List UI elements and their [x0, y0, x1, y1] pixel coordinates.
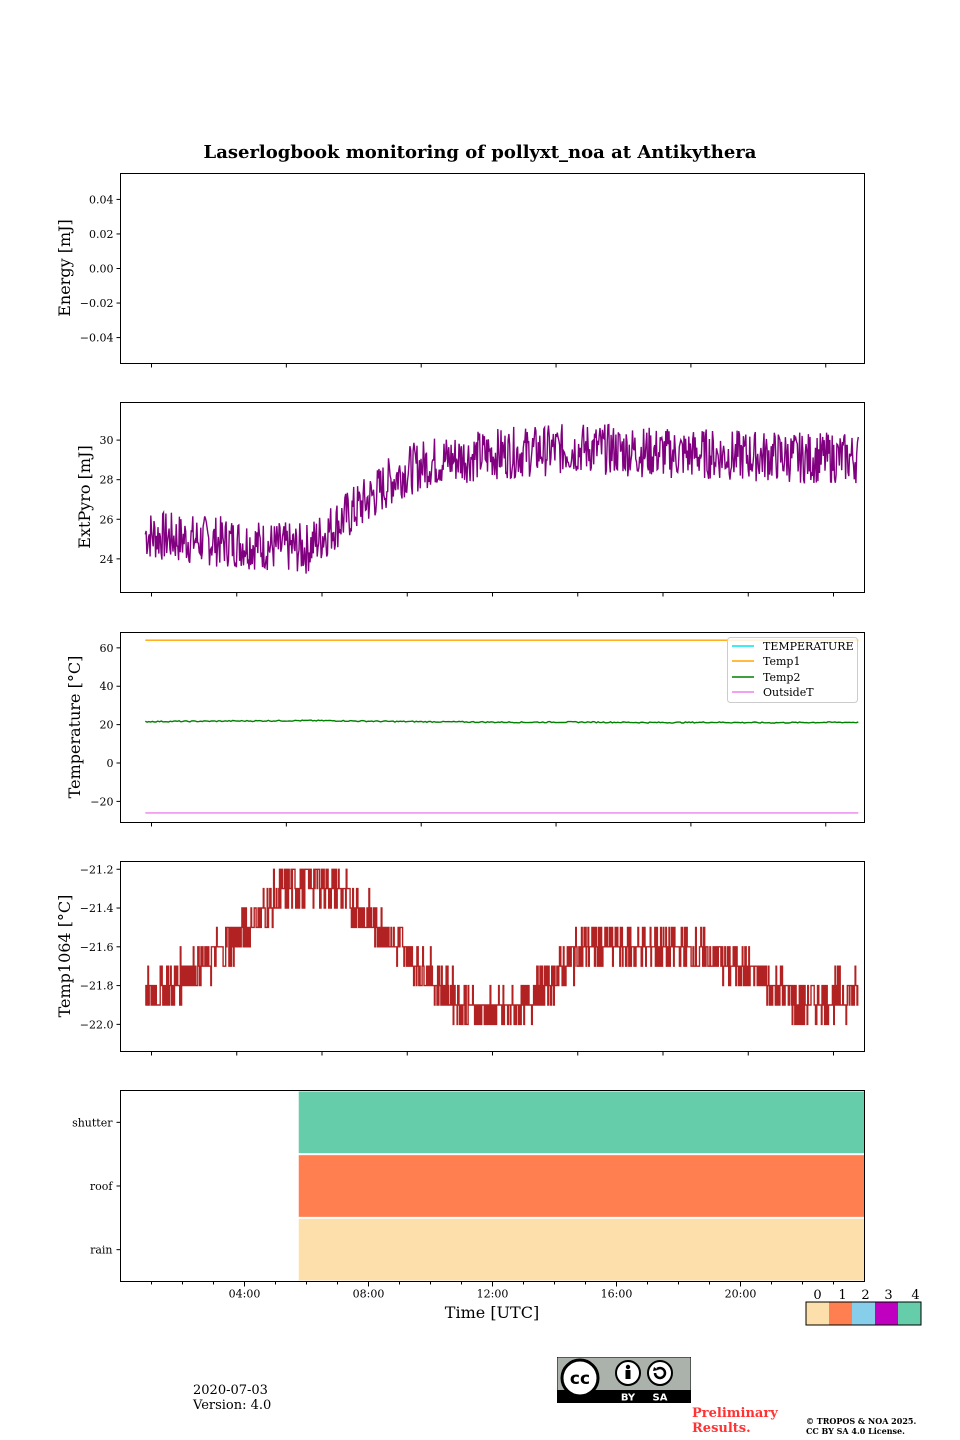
xtick-label: 12:00 [477, 1288, 509, 1301]
temperature-panel: 60 40 20 0 −20 Temperature [°C] TEMPERATURE … [65, 632, 865, 827]
ytick-label: 0 [107, 757, 114, 770]
colorbar-label-3: 3 [884, 1288, 892, 1303]
cc-sa-label: SA [653, 1393, 668, 1404]
status-blocks [298, 1091, 865, 1281]
ytick-label: −0.04 [80, 332, 114, 345]
colorbar-frame [805, 1301, 922, 1326]
status-block-roof [298, 1155, 865, 1217]
status-yticks: shutter roof rain [72, 1116, 121, 1257]
status-panel: shutter roof rain 04:00 08:00 12:00 16:00 20:0… [72, 1090, 865, 1322]
ytick-label: 60 [100, 642, 114, 655]
preliminary-note: Preliminary Results. [692, 1406, 778, 1436]
colorbar-label-1: 1 [838, 1288, 846, 1303]
energy-panel: 0.04 0.02 0.00 −0.02 −0.04 Energy [mJ] [55, 173, 865, 368]
extpyro-ylabel: ExtPyro [mJ] [75, 445, 94, 548]
xtick-label: 08:00 [353, 1288, 385, 1301]
temp1064-panel: −21.2 −21.4 −21.6 −21.8 −22.0 Temp1064 [°C] [55, 861, 865, 1056]
legend-outsidet: OutsideT [763, 686, 814, 699]
copyright-line1: © TROPOS & NOA 2025. [806, 1416, 917, 1426]
ytick-label: 0.02 [89, 228, 114, 241]
colorbar-label-0: 0 [813, 1288, 821, 1303]
ytick-label: −21.8 [80, 980, 114, 993]
extpyro-axes [120, 402, 865, 593]
temperature-axes [120, 632, 865, 823]
ytick-label: −0.02 [80, 297, 114, 310]
temp2-series-line [144, 719, 859, 724]
temp1064-series-line [145, 868, 859, 1026]
extpyro-yticks: 24 26 28 30 [100, 434, 121, 566]
status-xticks: 04:00 08:00 12:00 16:00 20:00 [151, 1281, 834, 1301]
footer-date: 2020-07-03 [193, 1383, 268, 1398]
ytick-label: 0.04 [89, 193, 114, 206]
xtick-label: 16:00 [601, 1288, 633, 1301]
legend-temp2: Temp2 [763, 671, 800, 684]
legend-temp1: Temp1 [763, 655, 800, 668]
colorbar-swatch-3 [875, 1302, 898, 1325]
colorbar-swatch-0 [806, 1302, 829, 1325]
row-label-shutter: shutter [72, 1116, 113, 1129]
extpyro-series-line [144, 423, 859, 574]
ytick-label: −21.2 [80, 863, 114, 876]
temp1064-ylabel: Temp1064 [°C] [55, 895, 74, 1018]
temp1064-yticks: −21.2 −21.4 −21.6 −21.8 −22.0 [80, 863, 121, 1031]
row-label-roof: roof [90, 1180, 114, 1193]
ytick-label: 24 [100, 553, 114, 566]
ytick-label: 28 [100, 474, 114, 487]
energy-yticks: 0.04 0.02 0.00 −0.02 −0.04 [80, 193, 121, 345]
copyright-line2: CC BY SA 4.0 License. [806, 1426, 905, 1436]
colorbar-label-2: 2 [861, 1288, 869, 1303]
preliminary-line1: Preliminary [692, 1406, 778, 1421]
temperature-legend: TEMPERATURE Temp1 Temp2 OutsideT [727, 637, 858, 703]
footer-date-version: 2020-07-03 Version: 4.0 [193, 1383, 271, 1413]
preliminary-line2: Results. [692, 1421, 751, 1436]
extpyro-panel: 24 26 28 30 ExtPyro [mJ] [75, 402, 865, 597]
xtick-label: 20:00 [725, 1288, 757, 1301]
ytick-label: −20 [90, 795, 113, 808]
legend-temperature: TEMPERATURE [763, 640, 854, 653]
energy-ylabel: Energy [mJ] [55, 219, 74, 317]
colorbar-swatch-2 [852, 1302, 875, 1325]
colorbar-swatch-4 [898, 1302, 921, 1325]
ytick-label: 0.00 [89, 263, 114, 276]
cc-by-label: BY [621, 1393, 636, 1404]
ytick-label: −21.6 [80, 941, 114, 954]
xtick-label: 04:00 [229, 1288, 261, 1301]
energy-axes [120, 173, 865, 364]
temperature-xticks [151, 822, 827, 827]
row-label-rain: rain [90, 1244, 112, 1257]
footer-version: Version: 4.0 [193, 1398, 272, 1413]
ytick-label: 26 [100, 513, 114, 526]
energy-xticks [151, 363, 827, 368]
status-block-shutter [298, 1091, 865, 1154]
svg-text:cc: cc [570, 1369, 590, 1389]
cc-by-sa-logo: cc BY SA [556, 1356, 692, 1404]
temp1064-xticks [151, 1051, 834, 1056]
ytick-label: 30 [100, 434, 114, 447]
colorbar-swatch-1 [829, 1302, 852, 1325]
ytick-label: 40 [100, 680, 114, 693]
temperature-ylabel: Temperature [°C] [65, 656, 84, 799]
status-block-rain [298, 1218, 865, 1281]
copyright-note: © TROPOS & NOA 2025. CC BY SA 4.0 Licens… [806, 1416, 916, 1436]
temperature-yticks: 60 40 20 0 −20 [90, 642, 121, 808]
ytick-label: −21.4 [80, 902, 114, 915]
colorbar-label-4: 4 [911, 1288, 919, 1303]
x-axis-label: Time [UTC] [445, 1303, 539, 1322]
ytick-label: −22.0 [80, 1018, 114, 1031]
extpyro-xticks [151, 592, 834, 597]
ytick-label: 20 [100, 719, 114, 732]
chart-title: Laserlogbook monitoring of pollyxt_noa a… [204, 142, 757, 163]
